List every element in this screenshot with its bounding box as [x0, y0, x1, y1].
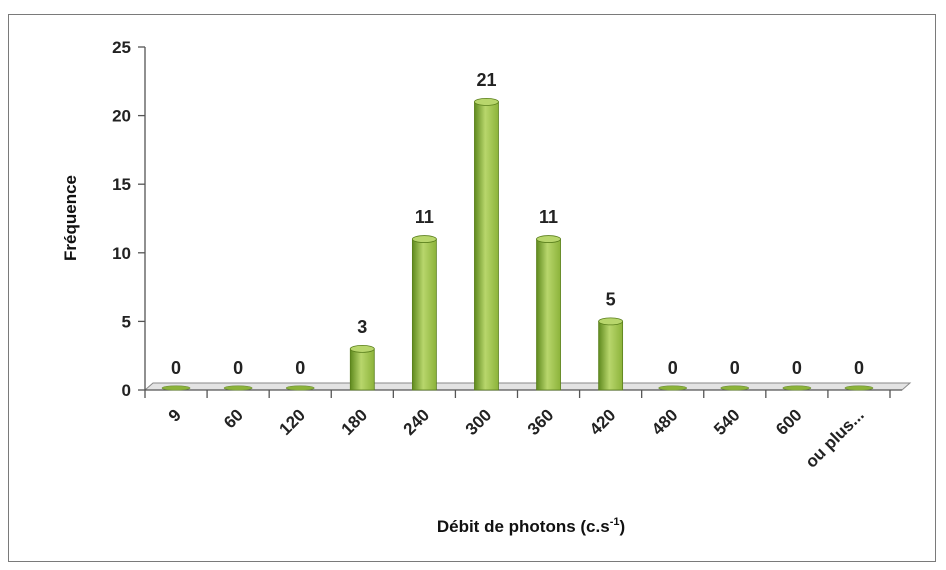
bar-zero — [223, 385, 253, 391]
bar-cap — [474, 97, 499, 106]
bar-body — [474, 101, 499, 391]
bar-body — [536, 238, 561, 391]
bar — [161, 385, 191, 391]
x-tick-label: 540 — [710, 405, 743, 438]
bar — [598, 317, 624, 391]
data-label: 0 — [854, 358, 864, 378]
y-axis-label: Fréquence — [61, 175, 80, 261]
x-tick-label: 600 — [772, 405, 805, 438]
bar-cap — [536, 235, 561, 243]
data-label: 11 — [539, 207, 558, 227]
x-tick-label: 240 — [400, 405, 433, 438]
y-tick-label: 0 — [122, 381, 131, 400]
bar-cap — [349, 344, 375, 353]
bar-zero — [658, 385, 688, 391]
bar — [536, 235, 561, 391]
x-tick-label: 300 — [462, 405, 495, 438]
x-tick-label: 360 — [524, 405, 557, 438]
y-tick-label: 15 — [112, 175, 131, 194]
data-label: 0 — [668, 358, 678, 378]
x-axis-label: Débit de photons (c.s-1) — [437, 516, 625, 536]
x-tick-label: 60 — [220, 405, 247, 432]
bar-body — [411, 238, 437, 391]
bar-body — [349, 348, 375, 391]
bar — [720, 385, 750, 391]
data-label: 0 — [730, 358, 740, 378]
bar — [223, 385, 253, 391]
data-label: 0 — [233, 358, 243, 378]
y-tick-label: 10 — [112, 244, 131, 263]
x-tick-label: 420 — [586, 405, 619, 438]
data-label: 0 — [171, 358, 181, 378]
bar — [658, 385, 688, 391]
bar — [411, 235, 437, 391]
bar — [285, 385, 315, 391]
x-tick-label: 9 — [165, 405, 185, 425]
x-axis-label-suffix: ) — [619, 517, 625, 536]
y-tick-label: 5 — [122, 312, 131, 331]
bar — [474, 97, 499, 391]
data-labels: 0 0 0 3 11 21 11 5 0 0 0 0 — [171, 70, 864, 378]
x-tick-label: 480 — [648, 405, 681, 438]
bar-body — [598, 320, 624, 391]
bar — [782, 385, 812, 391]
data-label: 0 — [295, 358, 305, 378]
bar-zero — [844, 385, 874, 391]
x-tick-label: 120 — [276, 405, 309, 438]
bar-zero — [161, 385, 191, 391]
y-tick-label: 20 — [112, 107, 131, 126]
data-label: 0 — [792, 358, 802, 378]
chart-frame — [8, 14, 936, 562]
x-tick-label: 180 — [338, 405, 371, 438]
x-tick-label: ou plus... — [802, 405, 868, 471]
bar-zero — [285, 385, 315, 391]
bar — [349, 344, 375, 391]
bar-cap — [598, 317, 624, 326]
bar — [844, 385, 874, 391]
y-tick-label: 25 — [112, 38, 131, 57]
bar-zero — [782, 385, 812, 391]
x-axis-label-main: Débit de photons (c.s — [437, 517, 610, 536]
x-axis-label-superscript: -1 — [610, 516, 620, 528]
data-label: 3 — [357, 317, 367, 337]
bar-cap — [411, 235, 437, 243]
data-label: 21 — [476, 70, 496, 90]
data-label: 11 — [415, 207, 434, 227]
bars — [161, 97, 874, 391]
data-label: 5 — [606, 289, 616, 309]
bar-zero — [720, 385, 750, 391]
